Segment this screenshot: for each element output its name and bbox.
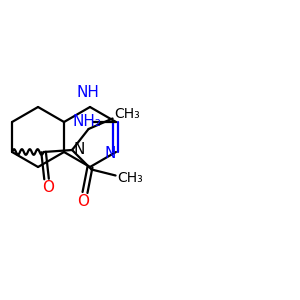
Text: NH₂: NH₂ — [73, 115, 102, 130]
Text: NH: NH — [76, 85, 99, 100]
Text: O: O — [43, 181, 55, 196]
Text: O: O — [77, 194, 89, 209]
Text: N: N — [73, 142, 84, 157]
Text: CH₃: CH₃ — [115, 107, 140, 122]
Text: N: N — [104, 146, 116, 161]
Text: CH₃: CH₃ — [118, 170, 143, 184]
